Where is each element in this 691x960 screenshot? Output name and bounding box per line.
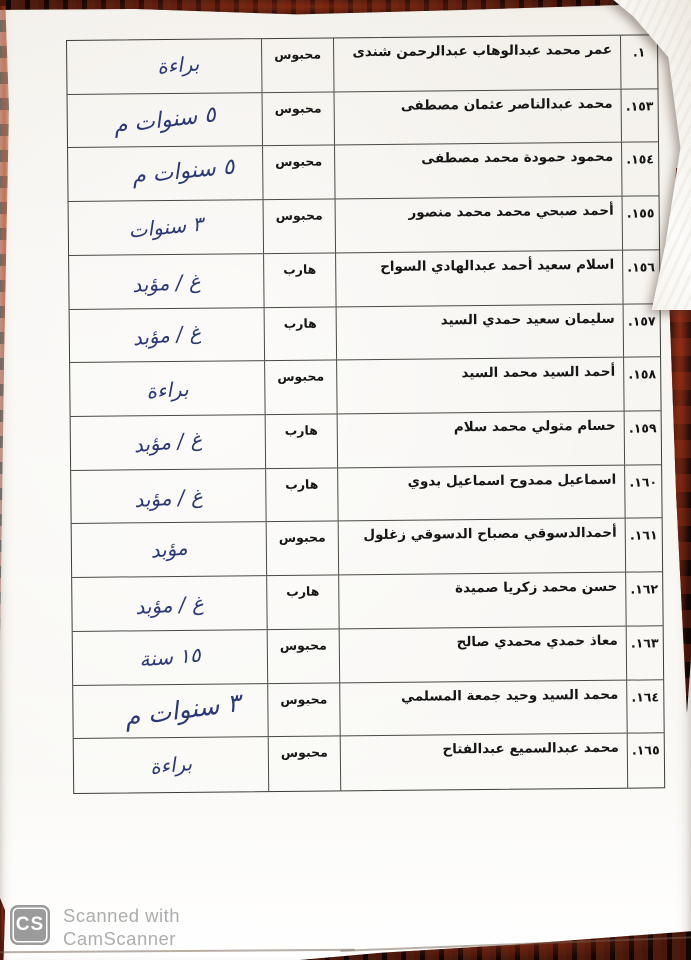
name-cell: اسماعيل ممدوح اسماعيل بدوي <box>337 465 625 521</box>
name-cell: أحمدالدسوقي مصباح الدسوقي زغلول <box>337 519 626 575</box>
status-cell: هارب <box>265 468 338 522</box>
wood-edge-bottom-left <box>0 898 5 960</box>
wood-edge-left <box>0 6 9 646</box>
row-number-cell: ١٦٢. <box>625 572 663 626</box>
name-cell: أحمد السيد محمد السيد <box>336 357 624 414</box>
watermark-line1: Scanned with <box>63 905 181 926</box>
table-row: ١٦٢. حسن محمد زكريا صميدة هارب غ / مؤبد <box>72 572 663 632</box>
status-cell: محبوس <box>266 629 340 683</box>
status-cell: هارب <box>263 306 337 361</box>
status-cell: محبوس <box>262 199 336 253</box>
page-curl <box>540 0 691 310</box>
table-row: ١٥٩. حسام متولي محمد سلام هارب غ / مؤبد <box>70 411 662 471</box>
table-row: ١٦٣. معاذ حمدي محمدي صالح محبوس ١٥ سنة <box>72 626 664 686</box>
row-number-cell: ١٦٥. <box>626 733 665 788</box>
watermark-line2: CamScanner <box>63 928 176 949</box>
table-row: ١٦١. أحمدالدسوقي مصباح الدسوقي زغلول محبوس… <box>71 518 663 579</box>
table-row: ١٥٨. أحمد السيد محمد السيد محبوس براءة <box>70 357 661 417</box>
name-cell: معاذ حمدي محمدي صالح <box>338 626 627 682</box>
row-number-cell: ١٦١. <box>624 518 663 572</box>
table-row: ١٥٧. سليمان سعيد حمدي السيد هارب غ / مؤبد <box>69 303 661 364</box>
row-number-cell: ١٥٧. <box>622 303 661 357</box>
status-cell: محبوس <box>265 521 339 576</box>
name-cell: حسن محمد زكريا صميدة <box>338 572 626 629</box>
name-cell: سليمان سعيد حمدي السيد <box>335 304 624 360</box>
row-number-cell: ١٦٠. <box>624 465 662 519</box>
page-curl-fold <box>610 0 691 310</box>
row-number-cell: ١٦٣. <box>625 626 664 680</box>
status-cell: هارب <box>264 414 338 468</box>
row-number-cell: ١٥٨. <box>623 357 661 411</box>
name-cell: محمد السيد وحيد جمعة المسلمي <box>339 680 627 736</box>
name-cell: محمد عبدالسميع عبدالفتاح <box>339 733 628 791</box>
row-number-cell: ١٥٩. <box>623 411 662 465</box>
row-number-cell: ١٦٤. <box>626 679 664 733</box>
status-cell: هارب <box>263 253 336 307</box>
camscanner-logo-icon: CS <box>10 905 50 945</box>
name-cell: حسام متولي محمد سلام <box>336 411 625 468</box>
status-cell: محبوس <box>264 360 337 415</box>
table-row: ١٦٥. محمد عبدالسميع عبدالفتاح محبوس براءة <box>74 733 665 793</box>
table-row: ١٦٤. محمد السيد وحيد جمعة المسلمي محبوس ٣ س… <box>73 679 664 740</box>
status-cell: محبوس <box>267 736 341 792</box>
status-cell: هارب <box>266 575 339 629</box>
table-row: ١٦٠. اسماعيل ممدوح اسماعيل بدوي هارب غ / مؤ… <box>71 465 662 525</box>
camscanner-watermark: Scanned with CamScanner <box>63 904 180 950</box>
